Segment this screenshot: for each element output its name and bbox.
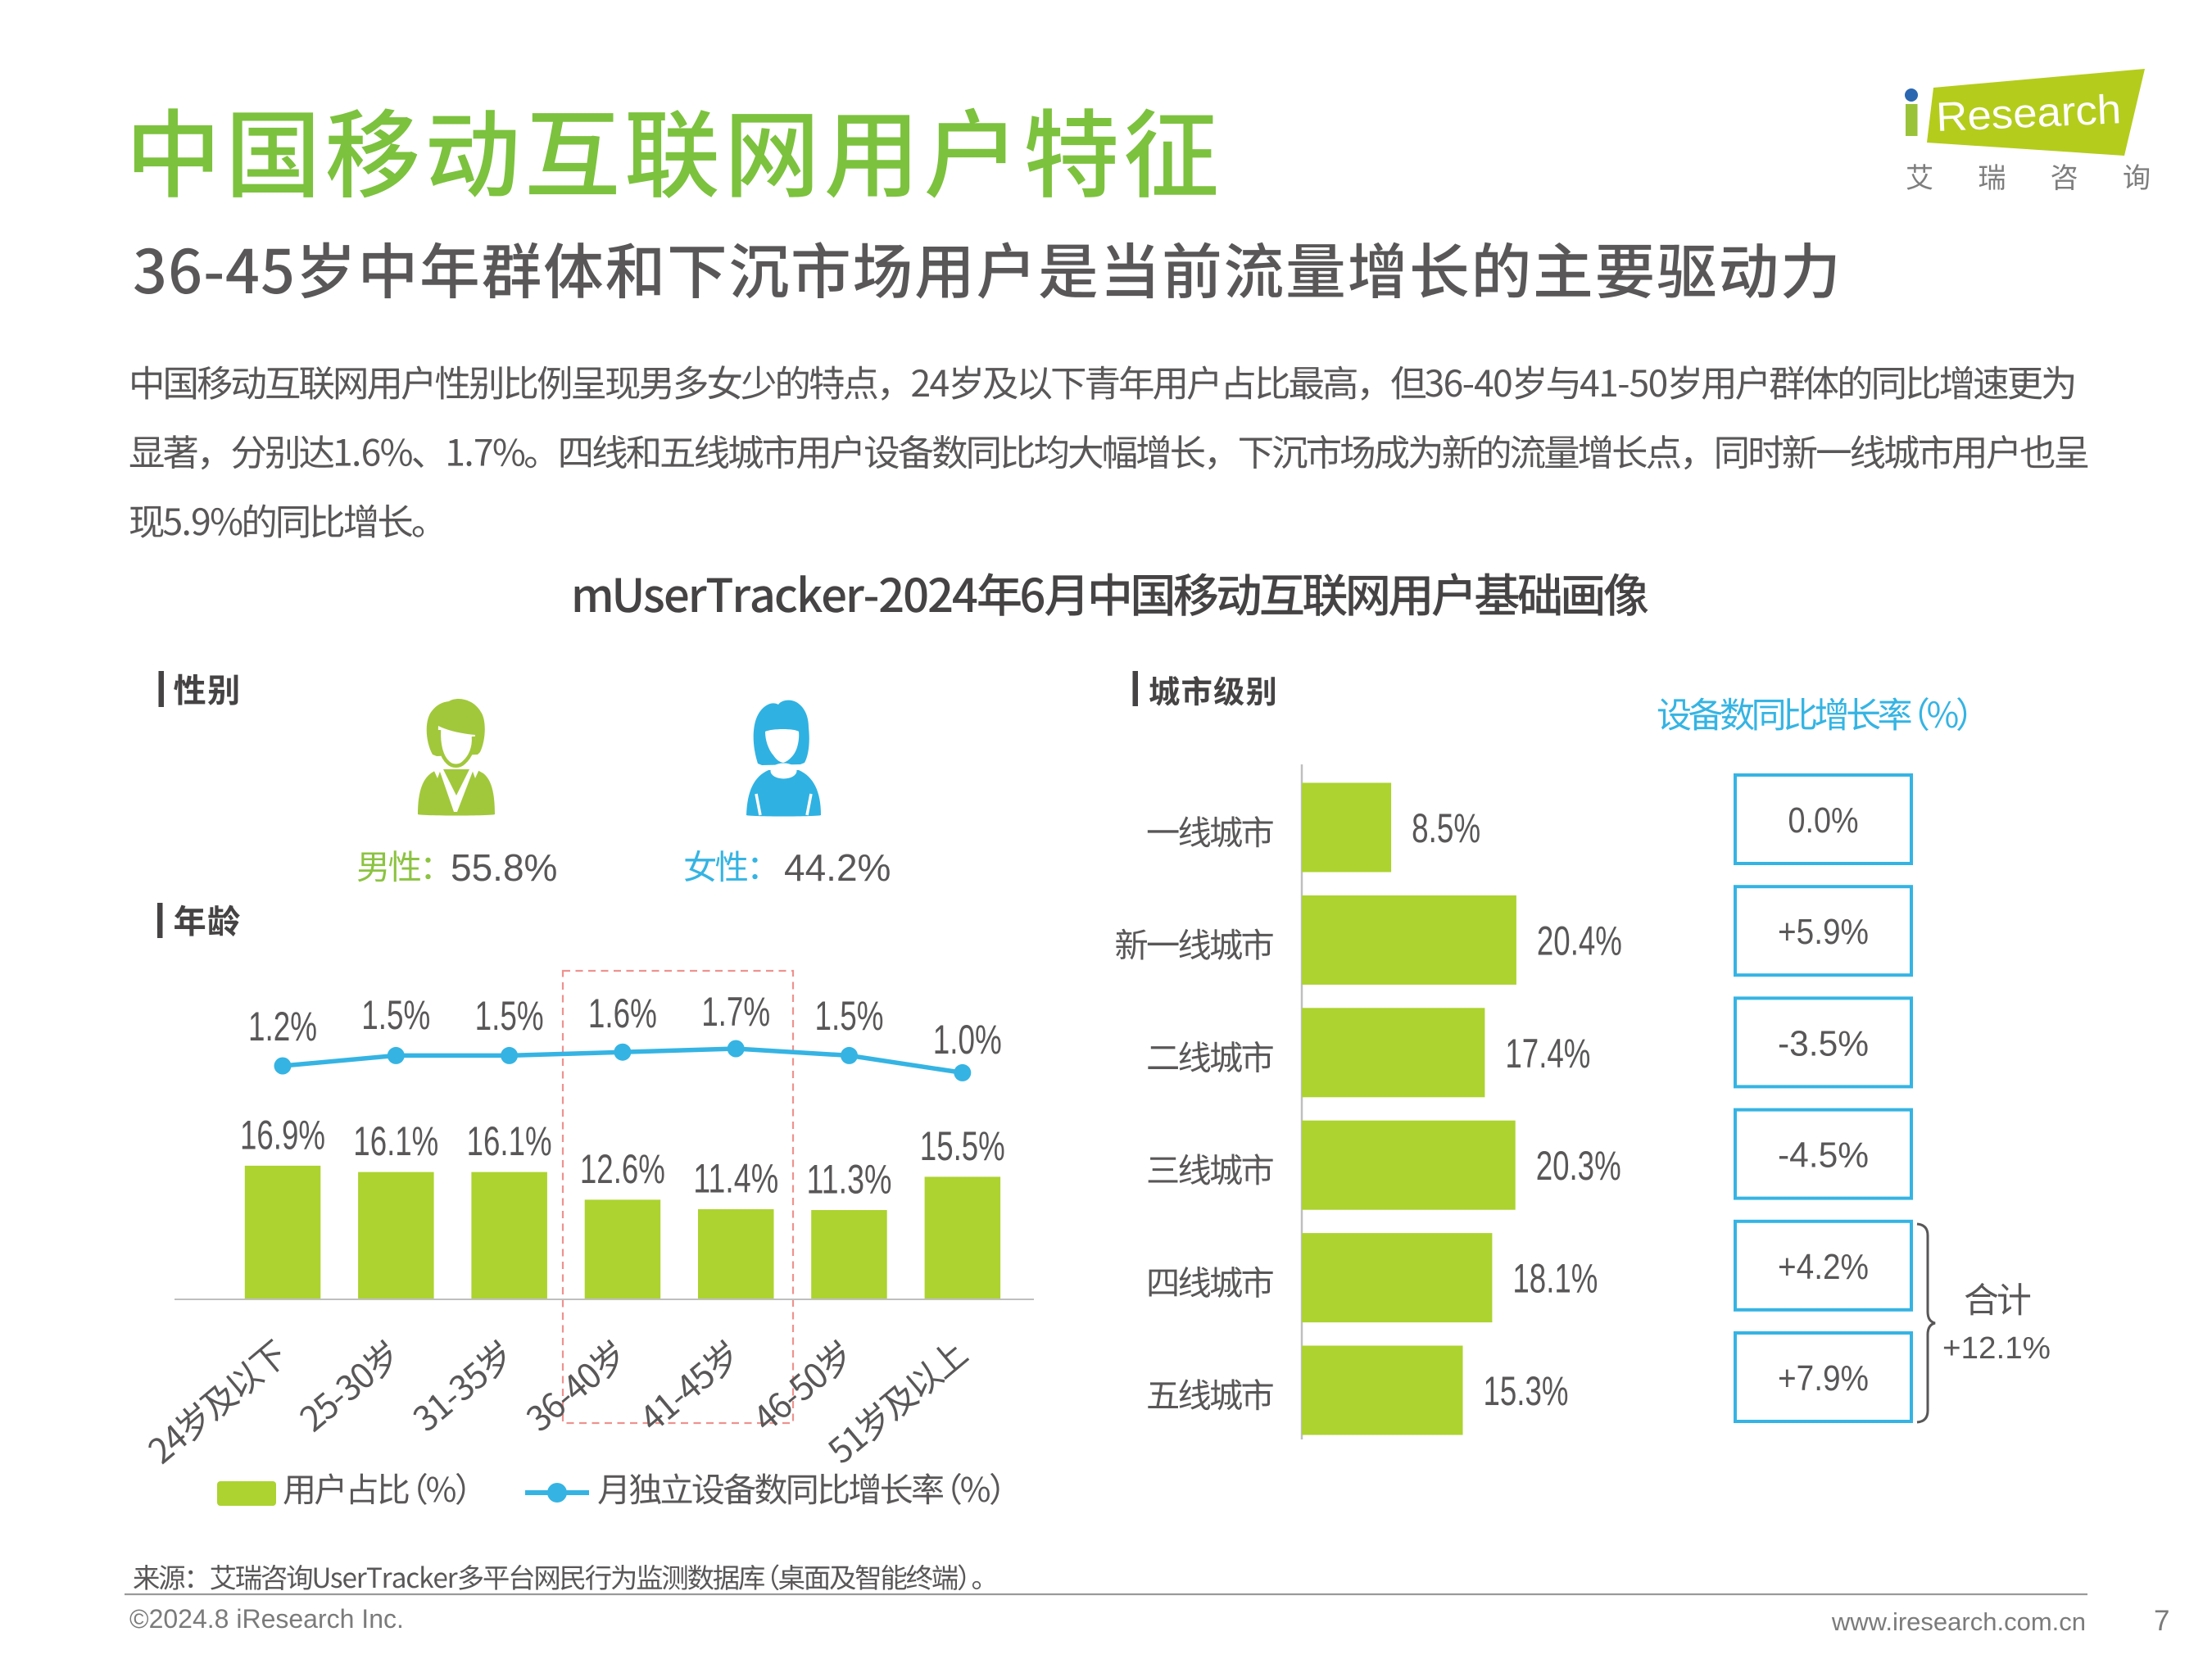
svg-text:1.5%: 1.5% — [815, 993, 884, 1039]
svg-text:55.8%: 55.8% — [451, 846, 557, 889]
svg-text:1.5%: 1.5% — [475, 993, 544, 1039]
svg-text:www.iresearch.com.cn: www.iresearch.com.cn — [1831, 1607, 2086, 1636]
svg-text:8.5%: 8.5% — [1412, 805, 1480, 851]
svg-text:11.3%: 11.3% — [807, 1157, 892, 1203]
svg-text:+5.9%: +5.9% — [1778, 912, 1869, 952]
svg-text:11.4%: 11.4% — [693, 1156, 778, 1202]
svg-text:+4.2%: +4.2% — [1778, 1247, 1869, 1287]
svg-text:1.0%: 1.0% — [933, 1017, 1002, 1063]
svg-text:-4.5%: -4.5% — [1778, 1135, 1869, 1176]
svg-text:1.2%: 1.2% — [248, 1004, 317, 1049]
svg-text:16.9%: 16.9% — [240, 1112, 325, 1158]
svg-text:-3.5%: -3.5% — [1778, 1023, 1869, 1063]
svg-text:©2024.8 iResearch Inc.: ©2024.8 iResearch Inc. — [129, 1604, 404, 1634]
svg-text:16.1%: 16.1% — [467, 1118, 552, 1164]
svg-text:15.5%: 15.5% — [920, 1123, 1005, 1169]
svg-text:44.2%: 44.2% — [784, 846, 891, 889]
svg-text:1.5%: 1.5% — [361, 992, 430, 1038]
svg-text:0.0%: 0.0% — [1788, 800, 1859, 841]
svg-text:16.1%: 16.1% — [353, 1118, 438, 1164]
svg-text:Research: Research — [1935, 86, 2122, 140]
svg-text:17.4%: 17.4% — [1505, 1031, 1590, 1077]
svg-text:12.6%: 12.6% — [580, 1146, 665, 1192]
svg-text:1.7%: 1.7% — [701, 989, 770, 1035]
svg-text:18.1%: 18.1% — [1512, 1256, 1598, 1302]
svg-text:15.3%: 15.3% — [1484, 1368, 1569, 1414]
svg-text:1.6%: 1.6% — [588, 990, 657, 1036]
svg-text:7: 7 — [2154, 1605, 2169, 1637]
svg-text:20.3%: 20.3% — [1536, 1143, 1621, 1189]
svg-text:+12.1%: +12.1% — [1942, 1331, 2051, 1366]
svg-text:+7.9%: +7.9% — [1778, 1358, 1869, 1398]
svg-text:20.4%: 20.4% — [1537, 918, 1622, 963]
